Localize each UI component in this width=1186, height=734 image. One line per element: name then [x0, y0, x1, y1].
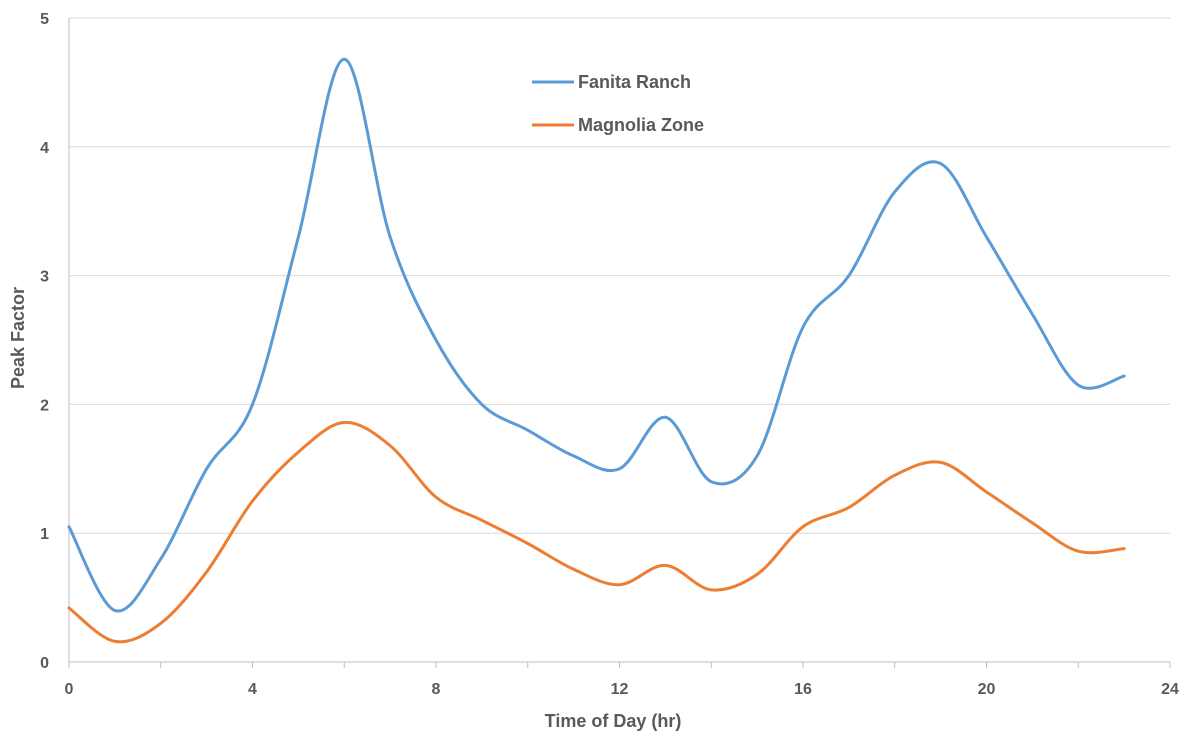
x-tick-label: 4 — [248, 681, 257, 698]
y-tick-label: 5 — [40, 11, 49, 28]
x-axis-title: Time of Day (hr) — [545, 711, 682, 731]
series-line-magnolia-zone — [67, 420, 1126, 644]
grid — [69, 17, 1170, 534]
y-tick-label: 3 — [40, 269, 49, 286]
y-tick-label: 1 — [40, 526, 49, 543]
y-tick-label: 0 — [40, 655, 49, 672]
x-tick-label: 20 — [978, 681, 996, 698]
x-tick-label: 0 — [65, 681, 74, 698]
x-tick-label: 24 — [1161, 681, 1179, 698]
legend-label-magnolia-zone: Magnolia Zone — [578, 115, 704, 135]
x-tick-label: 12 — [611, 681, 629, 698]
y-tick-label: 4 — [40, 140, 49, 157]
y-axis-title: Peak Factor — [8, 287, 28, 389]
x-tick-label: 16 — [794, 681, 812, 698]
legend: Fanita Ranch Magnolia Zone — [532, 72, 704, 135]
legend-label-fanita-ranch: Fanita Ranch — [578, 72, 691, 92]
series — [67, 57, 1126, 644]
x-tick-label: 8 — [432, 681, 441, 698]
series-line-fanita-ranch — [67, 57, 1126, 613]
y-tick-label: 2 — [40, 397, 49, 414]
